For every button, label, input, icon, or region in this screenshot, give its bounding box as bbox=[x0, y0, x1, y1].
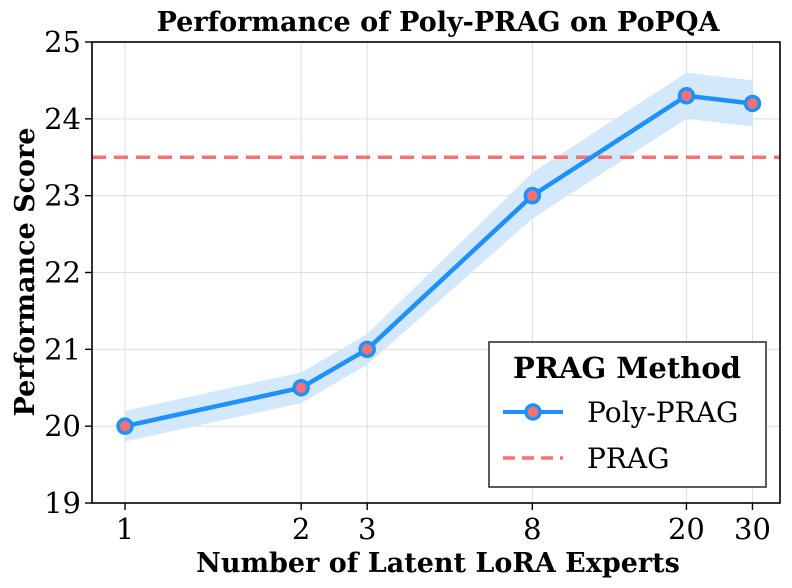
y-tick-label: 22 bbox=[44, 256, 81, 290]
legend-poly-prag-marker bbox=[524, 403, 542, 421]
poly-prag-point bbox=[358, 340, 376, 359]
confidence-band bbox=[125, 72, 753, 442]
poly-prag-point bbox=[743, 94, 762, 113]
poly-prag-point bbox=[292, 379, 310, 397]
y-tick-label: 24 bbox=[44, 102, 81, 136]
x-axis-ticks: 1 2 3 8 20 30 bbox=[116, 503, 771, 546]
poly-prag-point bbox=[677, 87, 696, 105]
x-tick-label: 2 bbox=[292, 512, 310, 546]
x-tick-label: 1 bbox=[116, 512, 134, 546]
legend: PRAG Method Poly-PRAG PRAG bbox=[488, 341, 767, 488]
data-points bbox=[116, 87, 762, 435]
poly-prag-point bbox=[523, 186, 542, 205]
series-lines bbox=[124, 93, 753, 429]
y-tick-label: 25 bbox=[44, 25, 81, 59]
x-tick-label: 3 bbox=[358, 512, 376, 546]
y-tick-label: 20 bbox=[44, 409, 81, 443]
legend-title: PRAG Method bbox=[513, 351, 741, 385]
y-axis-label: Performance Score bbox=[10, 128, 41, 417]
y-axis-ticks: 19 20 21 22 23 24 25 bbox=[44, 25, 92, 520]
y-tick-label: 21 bbox=[44, 332, 81, 366]
poly-prag-point bbox=[116, 417, 134, 435]
x-tick-label: 20 bbox=[668, 512, 705, 546]
y-tick-label: 23 bbox=[44, 179, 81, 213]
poly-prag-band bbox=[125, 72, 753, 442]
y-tick-label: 19 bbox=[44, 486, 81, 520]
x-axis-label: Number of Latent LoRA Experts bbox=[196, 548, 680, 579]
legend-prag-label: PRAG bbox=[587, 442, 670, 475]
chart-title: Performance of Poly-PRAG on PoPQA bbox=[157, 7, 721, 38]
x-tick-label: 8 bbox=[523, 512, 541, 546]
legend-poly-prag-label: Poly-PRAG bbox=[587, 396, 738, 429]
poly-prag-line bbox=[124, 93, 753, 429]
x-tick-label: 30 bbox=[734, 512, 771, 546]
